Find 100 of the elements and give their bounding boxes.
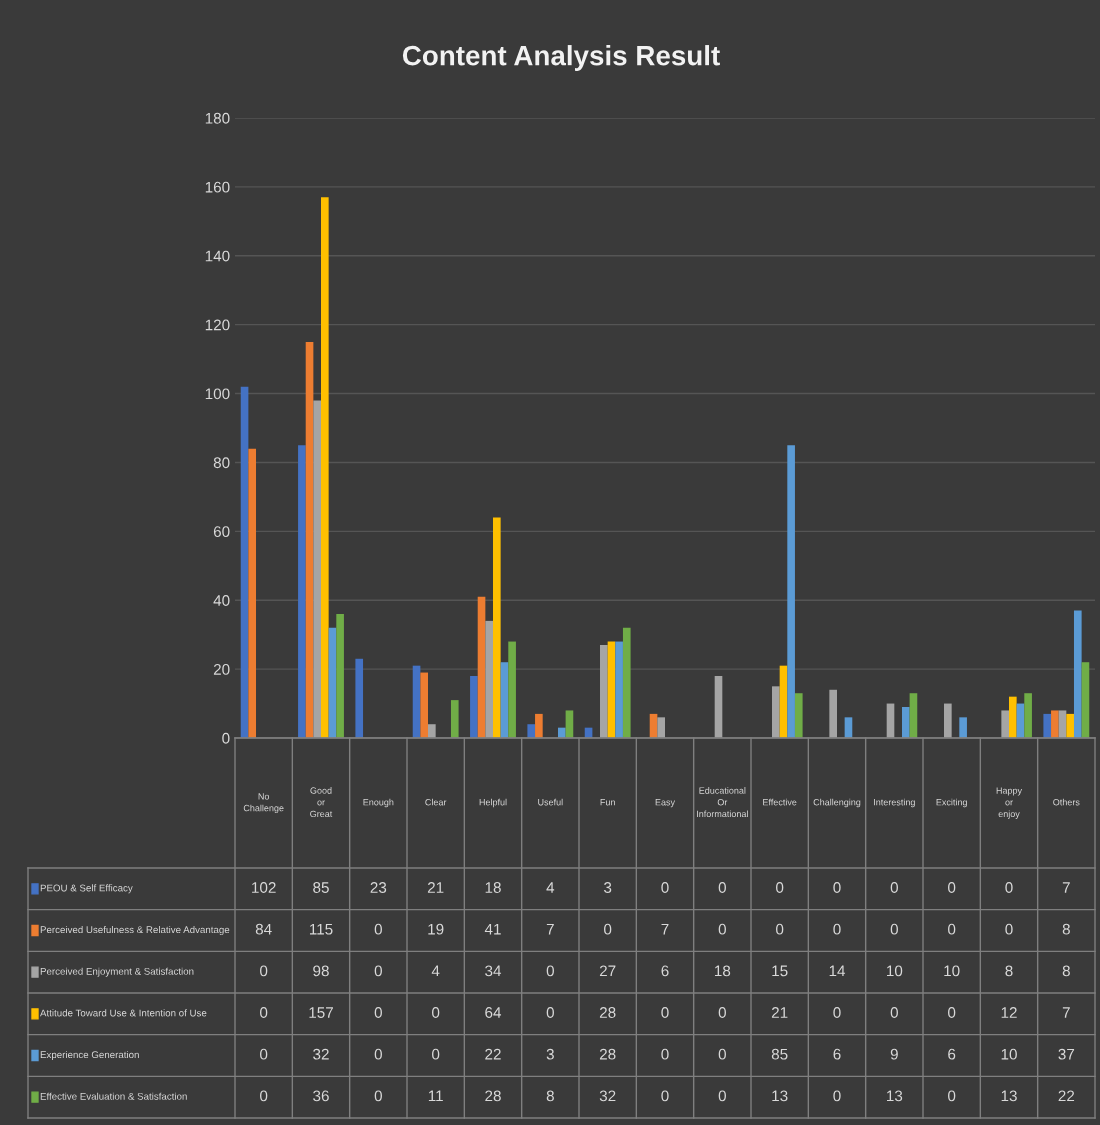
x-tick-label: Useful xyxy=(538,798,563,806)
data-label: 0 xyxy=(432,1048,440,1060)
data-label: 0 xyxy=(833,923,841,935)
y-tick-label: 60 xyxy=(213,526,230,538)
data-label: 28 xyxy=(599,1007,616,1018)
bar xyxy=(657,717,665,738)
bar xyxy=(305,341,314,738)
data-label: 85 xyxy=(313,882,329,893)
data-label: 22 xyxy=(485,1048,501,1060)
data-label: 0 xyxy=(374,1090,382,1102)
data-label: 0 xyxy=(718,1007,726,1018)
data-label: 7 xyxy=(661,923,669,935)
y-tick-label: 180 xyxy=(205,112,230,124)
bar xyxy=(535,713,543,738)
bar xyxy=(1009,696,1017,738)
y-tick-label: 40 xyxy=(213,595,230,606)
data-label: 85 xyxy=(771,1048,788,1060)
data-label: 12 xyxy=(1001,1007,1017,1018)
bar xyxy=(527,724,536,738)
data-label: 0 xyxy=(718,882,726,893)
x-tick-label: Effective xyxy=(763,798,797,806)
data-label: 0 xyxy=(948,1007,956,1018)
data-label: 8 xyxy=(546,1090,554,1102)
data-label: 4 xyxy=(431,965,440,977)
bar xyxy=(909,693,918,738)
legend-label: Attitude Toward Use & Intention of Use xyxy=(40,1009,207,1017)
bar xyxy=(1081,662,1090,738)
data-label: 115 xyxy=(309,923,333,935)
bar xyxy=(622,627,631,738)
x-tick-label: Easy xyxy=(655,799,676,808)
data-label: 0 xyxy=(374,965,382,977)
data-label: 0 xyxy=(374,1007,382,1018)
data-label: 0 xyxy=(661,882,669,893)
bar xyxy=(412,665,421,738)
y-tick-label: 80 xyxy=(213,457,230,469)
data-label: 0 xyxy=(890,1007,898,1018)
data-label: 32 xyxy=(313,1048,329,1060)
data-label: 0 xyxy=(833,882,841,893)
data-label: 0 xyxy=(661,1048,669,1060)
y-tick-label: 160 xyxy=(205,181,230,193)
data-label: 10 xyxy=(1001,1048,1017,1060)
y-tick-label: 20 xyxy=(213,663,230,675)
bar xyxy=(1073,610,1082,738)
data-label: 13 xyxy=(887,1090,903,1102)
legend-label: Effective Evaluation & Satisfaction xyxy=(40,1092,187,1100)
x-tick-label: Clear xyxy=(425,798,447,806)
data-label: 0 xyxy=(833,1090,841,1102)
data-label: 3 xyxy=(546,1048,554,1060)
data-label: 21 xyxy=(427,882,444,893)
data-label: 22 xyxy=(1058,1090,1075,1102)
x-tick-label: Others xyxy=(1053,798,1080,806)
data-label: 102 xyxy=(252,882,276,893)
bar xyxy=(493,517,501,738)
data-label: 23 xyxy=(370,882,387,893)
data-label: 27 xyxy=(599,965,616,977)
data-label: 0 xyxy=(776,923,784,935)
bar xyxy=(772,686,780,738)
bar xyxy=(298,445,306,738)
x-tick-label: Happy or enjoy xyxy=(996,787,1023,819)
data-label: 0 xyxy=(718,1090,726,1102)
bar xyxy=(485,620,493,738)
bar xyxy=(1024,693,1032,738)
data-label: 36 xyxy=(313,1090,329,1102)
x-tick-label: Good or Great xyxy=(310,787,333,818)
data-label: 0 xyxy=(374,1048,382,1060)
bar xyxy=(428,724,436,738)
bar xyxy=(944,703,952,738)
x-tick-label: Educational Or Informational xyxy=(697,787,748,818)
bar xyxy=(1066,713,1074,738)
data-label: 37 xyxy=(1058,1048,1075,1060)
data-label: 34 xyxy=(485,965,502,977)
data-label: 13 xyxy=(772,1090,788,1102)
bar xyxy=(600,645,608,738)
bar xyxy=(355,658,364,738)
bar xyxy=(959,717,967,738)
data-label: 11 xyxy=(428,1090,443,1102)
data-label: 0 xyxy=(260,1007,268,1018)
bar xyxy=(240,386,249,738)
data-label: 7 xyxy=(1062,1007,1070,1018)
y-tick-label: 100 xyxy=(205,388,230,400)
y-tick-label: 120 xyxy=(205,319,230,331)
bar xyxy=(829,689,837,738)
legend-label: Perceived Usefulness & Relative Advantage xyxy=(40,925,230,936)
data-label: 6 xyxy=(833,1048,841,1060)
data-label: 0 xyxy=(890,923,898,935)
data-label: 0 xyxy=(546,965,554,977)
data-label: 0 xyxy=(260,1090,268,1102)
data-label: 0 xyxy=(718,923,726,935)
data-label: 6 xyxy=(661,965,669,977)
data-label: 7 xyxy=(546,923,554,935)
bar xyxy=(1001,710,1009,738)
x-tick-label: Interesting xyxy=(874,798,915,808)
x-tick-label: Enough xyxy=(363,798,394,808)
data-label: 0 xyxy=(260,1048,268,1060)
bar xyxy=(321,197,329,738)
bar xyxy=(615,641,623,738)
data-label: 0 xyxy=(718,1048,726,1060)
bar xyxy=(1058,710,1067,738)
data-label: 0 xyxy=(948,882,956,893)
bar xyxy=(794,693,803,738)
